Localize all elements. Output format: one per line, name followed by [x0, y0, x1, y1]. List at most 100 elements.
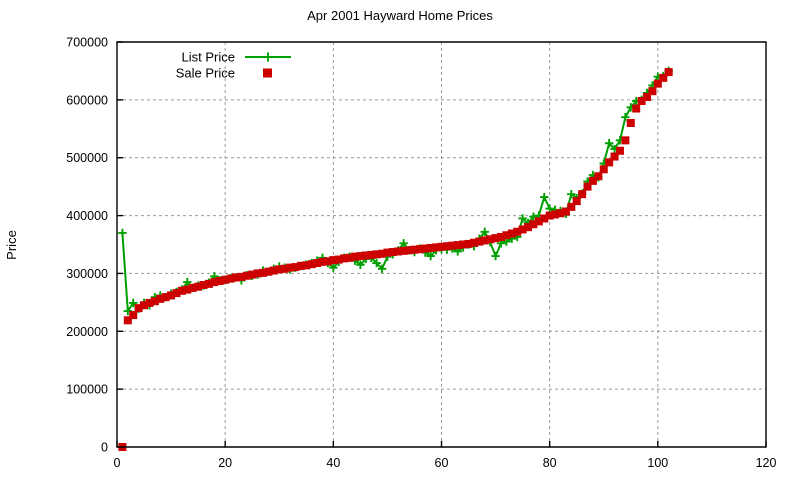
data-point-marker	[507, 229, 516, 238]
data-point-marker	[221, 275, 230, 284]
data-point-marker	[286, 263, 295, 272]
x-tick-label: 60	[435, 456, 449, 470]
data-point-marker	[469, 238, 478, 247]
data-point-marker	[415, 245, 424, 254]
data-point-marker	[432, 243, 441, 252]
data-point-marker	[632, 104, 641, 113]
data-point-marker	[296, 261, 305, 270]
data-point-marker	[567, 189, 576, 199]
data-point-marker	[150, 297, 159, 306]
data-point-marker	[567, 202, 576, 211]
data-point-marker	[248, 270, 257, 279]
data-series	[118, 68, 673, 451]
chart-title: Apr 2001 Hayward Home Prices	[307, 8, 493, 23]
data-point-marker	[156, 294, 165, 303]
data-point-marker	[237, 272, 246, 281]
data-point-marker	[259, 268, 268, 277]
data-point-marker	[172, 289, 181, 298]
data-point-marker	[426, 251, 435, 261]
data-point-marker	[350, 252, 359, 261]
data-point-marker	[378, 249, 387, 258]
data-point-marker	[491, 251, 500, 261]
data-point-marker	[604, 139, 614, 148]
data-point-marker	[572, 197, 581, 206]
data-point-marker	[129, 311, 138, 320]
data-point-marker	[610, 152, 619, 161]
data-point-marker	[140, 301, 149, 310]
data-point-marker	[637, 97, 646, 106]
data-point-marker	[540, 214, 549, 223]
data-point-marker	[540, 192, 549, 202]
data-point-marker	[561, 207, 570, 216]
data-point-marker	[556, 209, 565, 218]
data-point-marker	[464, 239, 473, 248]
data-point-marker	[583, 182, 592, 191]
data-point-marker	[361, 251, 370, 260]
x-tick-label: 120	[756, 456, 777, 470]
data-point-marker	[372, 258, 381, 268]
data-point-marker	[383, 248, 392, 257]
data-point-marker	[188, 283, 197, 292]
y-tick-label: 400000	[66, 209, 108, 223]
data-point-marker	[513, 227, 522, 236]
data-point-marker	[263, 52, 273, 62]
data-point-marker	[480, 236, 489, 245]
data-point-marker	[356, 252, 365, 261]
data-point-marker	[426, 243, 435, 252]
data-point-marker	[264, 267, 273, 276]
data-point-marker	[313, 259, 322, 268]
data-point-marker	[643, 92, 652, 101]
data-point-marker	[529, 212, 538, 221]
data-point-marker	[302, 261, 311, 270]
data-point-marker	[599, 165, 608, 174]
data-point-marker	[410, 245, 419, 254]
data-point-marker	[545, 204, 554, 213]
data-point-marker	[318, 257, 327, 266]
data-point-marker	[578, 190, 587, 199]
data-point-marker	[372, 250, 381, 259]
data-point-marker	[204, 279, 213, 288]
data-point-marker	[615, 146, 624, 155]
data-point-marker	[648, 87, 657, 96]
data-point-marker	[453, 241, 462, 250]
data-point-marker	[621, 113, 630, 122]
data-point-marker	[134, 304, 143, 313]
legend-label: List Price	[182, 50, 235, 65]
data-point-marker	[491, 234, 500, 243]
data-series-layer	[118, 66, 673, 451]
data-point-marker	[534, 217, 543, 226]
data-point-marker	[399, 239, 408, 248]
data-point-marker	[253, 269, 262, 278]
data-point-marker	[329, 256, 338, 265]
data-point-marker	[551, 210, 560, 219]
data-point-marker	[621, 136, 630, 145]
x-tick-label: 100	[647, 456, 668, 470]
data-point-marker	[659, 73, 668, 82]
y-tick-label: 300000	[66, 267, 108, 281]
data-point-marker	[199, 281, 208, 289]
data-point-marker	[545, 211, 554, 220]
plot-area-border	[116, 41, 767, 448]
legend-square-sample	[263, 68, 272, 78]
data-point-marker	[183, 277, 192, 287]
data-point-marker	[334, 255, 343, 264]
data-point-marker	[231, 273, 240, 282]
data-point-marker	[345, 253, 354, 262]
data-point-marker	[594, 172, 603, 181]
data-point-marker	[356, 260, 365, 269]
data-point-marker	[448, 241, 457, 250]
data-point-marker	[524, 223, 533, 232]
y-tick-label: 500000	[66, 151, 108, 165]
data-point-marker	[588, 176, 597, 185]
data-point-marker	[486, 235, 495, 244]
data-point-marker	[123, 306, 133, 316]
y-tick-label: 100000	[66, 383, 108, 397]
data-point-marker	[605, 158, 614, 167]
data-point-marker	[323, 257, 332, 266]
data-point-marker	[194, 282, 203, 291]
data-point-marker	[118, 228, 127, 238]
